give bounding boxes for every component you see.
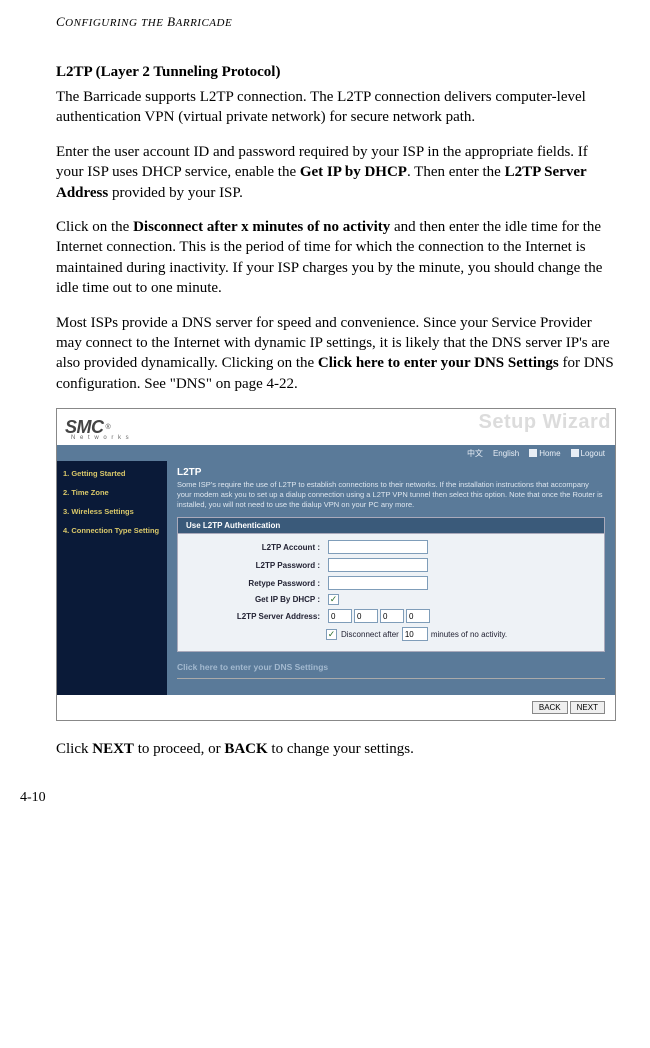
ip-a[interactable] [328,609,352,623]
logo-reg: ® [106,424,111,431]
para-1: The Barricade supports L2TP connection. … [56,87,618,128]
dns-settings-link[interactable]: Click here to enter your DNS Settings [177,662,605,672]
label-dhcp: Get IP By DHCP : [188,595,328,604]
section-title: L2TP (Layer 2 Tunneling Protocol) [56,64,618,81]
label-server: L2TP Server Address: [188,612,328,621]
logo-sub: N e t w o r k s [71,435,130,441]
main-panel: L2TP Some ISP's require the use of L2TP … [167,461,615,695]
panel-desc: Some ISP's require the use of L2TP to es… [177,480,605,509]
footer-buttons: BACK NEXT [57,695,615,720]
form-header: Use L2TP Authentication [177,517,605,534]
para-5-bold2: BACK [224,741,267,757]
home-label: Home [539,449,560,458]
l2tp-account-input[interactable] [328,540,428,554]
bluebar: 中文 English Home Logout [57,445,615,461]
para-5: Click NEXT to proceed, or BACK to change… [56,739,618,759]
server-address-ip [328,609,432,623]
topbar: SMC® N e t w o r k s Setup Wizard [57,409,615,445]
disconnect-post: minutes of no activity. [431,630,507,639]
sidebar-item-time-zone[interactable]: 2. Time Zone [63,488,161,497]
para-3: Click on the Disconnect after x minutes … [56,217,618,299]
l2tp-password-input[interactable] [328,558,428,572]
para-5-text: Click [56,741,92,757]
next-button[interactable]: NEXT [570,701,605,714]
lang-en[interactable]: English [493,449,519,458]
label-account: L2TP Account : [188,543,328,552]
para-5-text3: to change your settings. [268,741,414,757]
retype-password-input[interactable] [328,576,428,590]
ip-c[interactable] [380,609,404,623]
disconnect-row: ✓ Disconnect after minutes of no activit… [178,625,604,643]
form-body: L2TP Account : L2TP Password : Retype Pa… [177,534,605,652]
bg-title: Setup Wizard [479,411,612,434]
para-3-bold: Disconnect after x minutes of no activit… [133,219,390,235]
idle-minutes-input[interactable] [402,627,428,641]
para-5-bold1: NEXT [92,741,134,757]
disconnect-checkbox[interactable]: ✓ [326,629,337,640]
logout-icon [571,449,579,457]
sidebar-item-connection-type[interactable]: 4. Connection Type Setting [63,526,161,535]
para-4: Most ISPs provide a DNS server for speed… [56,313,618,395]
para-2-text2: . Then enter the [407,164,505,180]
panel-title: L2TP [177,467,605,478]
para-3-text: Click on the [56,219,133,235]
page-number: 4-10 [20,790,618,806]
sidebar-item-wireless[interactable]: 3. Wireless Settings [63,507,161,516]
back-button[interactable]: BACK [532,701,568,714]
lang-zh[interactable]: 中文 [467,448,483,459]
logout-link[interactable]: Logout [571,449,605,458]
divider [177,678,605,679]
home-link[interactable]: Home [529,449,560,458]
running-header: CONFIGURING THE BARRICADE [56,14,618,30]
ip-d[interactable] [406,609,430,623]
para-5-text2: to proceed, or [134,741,224,757]
ip-b[interactable] [354,609,378,623]
dhcp-checkbox[interactable]: ✓ [328,594,339,605]
sidebar-item-getting-started[interactable]: 1. Getting Started [63,469,161,478]
para-2-text3: provided by your ISP. [108,185,243,201]
para-2: Enter the user account ID and password r… [56,142,618,203]
l2tp-screenshot: SMC® N e t w o r k s Setup Wizard 中文 Eng… [56,408,616,721]
sidebar: 1. Getting Started 2. Time Zone 3. Wirel… [57,461,167,695]
home-icon [529,449,537,457]
disconnect-pre: Disconnect after [341,630,399,639]
logout-label: Logout [581,449,605,458]
label-password: L2TP Password : [188,561,328,570]
para-4-bold: Click here to enter your DNS Settings [318,355,559,371]
label-retype: Retype Password : [188,579,328,588]
para-2-bold1: Get IP by DHCP [300,164,407,180]
